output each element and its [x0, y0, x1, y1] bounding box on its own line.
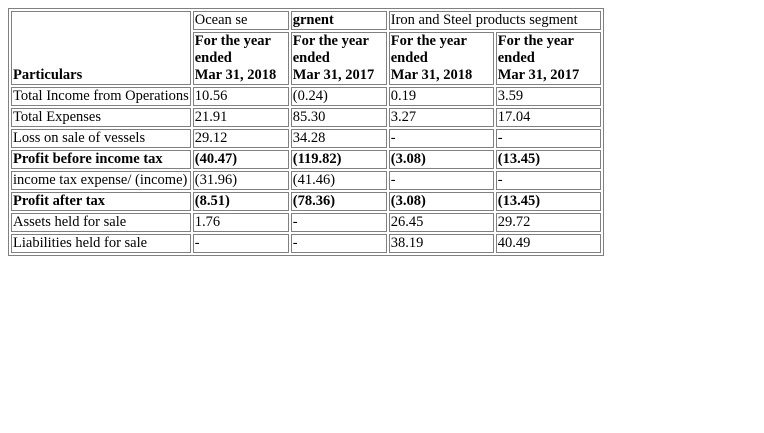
- table-cell: (13.45): [495, 150, 601, 169]
- period-header-line: ended: [292, 50, 330, 66]
- table-cell: 3.27: [388, 108, 494, 127]
- table-row: Liabilities held for sale - - 38.19 40.4…: [11, 234, 601, 253]
- table-cell: -: [290, 213, 387, 232]
- ocean-segment-header-right: grnent: [290, 11, 387, 30]
- table-cell: (31.96): [192, 171, 289, 190]
- table-cell: 21.91: [192, 108, 289, 127]
- row-label: Loss on sale of vessels: [11, 129, 191, 148]
- row-label: Liabilities held for sale: [11, 234, 191, 253]
- period-header-line: Mar 31, 2018: [390, 67, 473, 83]
- row-label: Profit before income tax: [11, 150, 191, 169]
- table-cell: 85.30: [290, 108, 387, 127]
- period-header-line: ended: [390, 50, 428, 66]
- table-cell: 29.72: [495, 213, 601, 232]
- row-label: income tax expense/ (income): [11, 171, 191, 190]
- table-cell: -: [388, 171, 494, 190]
- period-header-line: ended: [194, 50, 232, 66]
- period-header-ocean-2017: For the year ended Mar 31, 2017: [290, 32, 387, 85]
- table-cell: -: [192, 234, 289, 253]
- row-label: Assets held for sale: [11, 213, 191, 232]
- iron-steel-segment-header: Iron and Steel products segment: [388, 11, 601, 30]
- period-header-line: ended: [497, 50, 535, 66]
- period-header-iron-2017: For the year ended Mar 31, 2017: [495, 32, 601, 85]
- table-cell: (3.08): [388, 192, 494, 211]
- period-header-line: For the year: [194, 33, 271, 49]
- table-cell: -: [495, 129, 601, 148]
- row-label: Total Expenses: [11, 108, 191, 127]
- table-cell: 34.28: [290, 129, 387, 148]
- period-header-line: Mar 31, 2017: [497, 67, 580, 83]
- period-header-line: Mar 31, 2018: [194, 67, 277, 83]
- table-cell: -: [495, 171, 601, 190]
- row-label: Profit after tax: [11, 192, 191, 211]
- period-header-line: Mar 31, 2017: [292, 67, 375, 83]
- segment-financials-table: Particulars Ocean se grnent Iron and Ste…: [8, 8, 604, 256]
- table-cell: 40.49: [495, 234, 601, 253]
- table-cell: -: [388, 129, 494, 148]
- period-header-line: For the year: [390, 33, 467, 49]
- period-header-iron-2018: For the year ended Mar 31, 2018: [388, 32, 494, 85]
- table-cell: 3.59: [495, 87, 601, 106]
- table-cell: 17.04: [495, 108, 601, 127]
- ocean-segment-header-left: Ocean se: [192, 11, 289, 30]
- row-label: Total Income from Operations: [11, 87, 191, 106]
- table-row: Total Expenses 21.91 85.30 3.27 17.04: [11, 108, 601, 127]
- table-row: Assets held for sale 1.76 - 26.45 29.72: [11, 213, 601, 232]
- table-row: Total Income from Operations 10.56 (0.24…: [11, 87, 601, 106]
- table-row-bold: Profit after tax (8.51) (78.36) (3.08) (…: [11, 192, 601, 211]
- period-header-line: For the year: [292, 33, 369, 49]
- table-cell: 1.76: [192, 213, 289, 232]
- table-cell: (3.08): [388, 150, 494, 169]
- particulars-header: Particulars: [11, 11, 191, 85]
- table-cell: 29.12: [192, 129, 289, 148]
- table-cell: (119.82): [290, 150, 387, 169]
- table-cell: 26.45: [388, 213, 494, 232]
- table-cell: (41.46): [290, 171, 387, 190]
- table-cell: 10.56: [192, 87, 289, 106]
- table-cell: (40.47): [192, 150, 289, 169]
- table-cell: (0.24): [290, 87, 387, 106]
- period-header-ocean-2018: For the year ended Mar 31, 2018: [192, 32, 289, 85]
- table-row: Loss on sale of vessels 29.12 34.28 - -: [11, 129, 601, 148]
- table-cell: 0.19: [388, 87, 494, 106]
- table-cell: 38.19: [388, 234, 494, 253]
- period-header-line: For the year: [497, 33, 574, 49]
- table-cell: (13.45): [495, 192, 601, 211]
- period-header-row: For the year ended Mar 31, 2018 For the …: [11, 32, 601, 85]
- table-cell: (8.51): [192, 192, 289, 211]
- table-row: income tax expense/ (income) (31.96) (41…: [11, 171, 601, 190]
- table-row-bold: Profit before income tax (40.47) (119.82…: [11, 150, 601, 169]
- segment-header-row: Particulars Ocean se grnent Iron and Ste…: [11, 11, 601, 85]
- table-cell: (78.36): [290, 192, 387, 211]
- table-cell: -: [290, 234, 387, 253]
